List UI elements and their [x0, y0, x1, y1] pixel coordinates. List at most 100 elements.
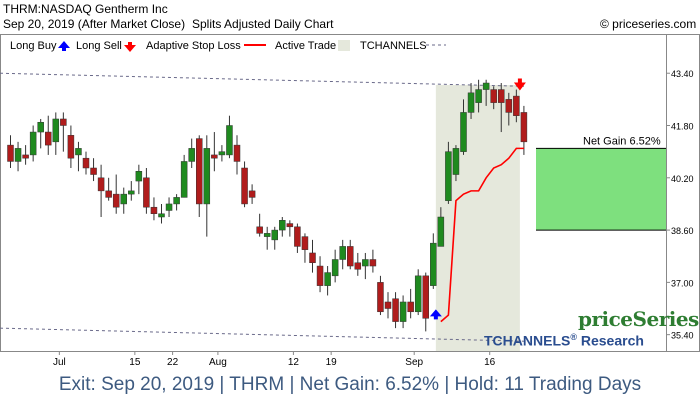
candle-body [105, 190, 112, 198]
chart-date: Sep 20, 2019 (After Market Close) [3, 17, 186, 31]
chart-description: Splits Adjusted Daily Chart [192, 17, 334, 31]
candle-body [430, 242, 437, 286]
candle-body [271, 229, 278, 241]
candle-body [475, 89, 482, 103]
footer-summary: Exit: Sep 20, 2019 | THRM | Net Gain: 6.… [0, 370, 700, 400]
buy-arrow-icon [429, 309, 442, 320]
candle-body [498, 89, 505, 103]
candlestick-chart: Net Gain 6.52% 43.40 41.80 40.20 38.60 37.00… [0, 34, 700, 368]
x-tick-label: 22 [167, 357, 179, 368]
candle-body [37, 121, 44, 133]
legend-sell-arrow-icon [124, 42, 136, 52]
candle-body [422, 275, 429, 319]
x-tick-label: Jul [53, 357, 66, 368]
x-axis-ticks: Jul 15 22 Aug 12 19 Sep 16 [53, 351, 496, 368]
candle-body [120, 193, 127, 205]
y-axis-ticks: 43.40 41.80 40.20 38.60 37.00 35.40 [666, 69, 694, 341]
candle-body [384, 301, 392, 309]
candle-body [218, 151, 226, 156]
legend-adaptive-stop: Adaptive Stop Loss [146, 40, 241, 52]
candle-body [143, 177, 150, 208]
active-trade-region [435, 85, 520, 351]
candle-body [248, 190, 256, 198]
candle-body [369, 259, 377, 267]
legend-active-trade: Active Trade [275, 40, 336, 52]
candle-body [52, 118, 60, 143]
y-tick-label: 40.20 [671, 174, 694, 184]
net-gain-label: Net Gain 6.52% [583, 135, 661, 147]
y-tick-label: 38.60 [671, 226, 694, 236]
candle-body [188, 148, 195, 162]
candle-body [324, 272, 331, 286]
symbol-title: THRM:NASDAQ Gentherm Inc [3, 2, 168, 16]
candle-body [233, 144, 241, 162]
candle-body [90, 167, 97, 175]
legend-long-sell: Long Sell [76, 40, 122, 52]
candle-body [513, 95, 520, 116]
candle-body [241, 167, 248, 205]
right-axis-frame [666, 34, 700, 352]
candle-body [354, 262, 362, 270]
candle-body [203, 148, 211, 205]
candle-body [45, 131, 52, 146]
x-tick-label: 16 [484, 357, 496, 368]
candle-body [362, 259, 369, 267]
candle-body [490, 89, 497, 103]
legend-tchannels: TCHANNELS [360, 40, 427, 52]
y-tick-label: 35.40 [671, 331, 694, 341]
candle-body [7, 144, 14, 162]
candle-body [316, 265, 324, 286]
candle-body [128, 190, 135, 195]
candle-body [460, 112, 467, 152]
research-watermark: TCHANNELS® Research [484, 332, 644, 349]
candle-body [97, 177, 105, 192]
candle-body [67, 135, 75, 159]
candle-body [135, 171, 143, 182]
candle-body [309, 252, 316, 264]
legend-buy-arrow-icon [58, 41, 70, 51]
brand-watermark: priceSeries [578, 307, 699, 331]
candle-body [173, 197, 180, 205]
candle-body [347, 246, 354, 267]
candle-body [452, 148, 460, 175]
candle-body [467, 92, 475, 113]
candle-body [150, 206, 158, 214]
candle-body [279, 220, 286, 231]
candle-body [226, 125, 233, 156]
candle-body [165, 203, 173, 211]
candle-body [414, 275, 422, 313]
registered-mark: ® [570, 332, 577, 342]
candle-body [407, 301, 414, 313]
candle-body [22, 154, 29, 159]
candles-group [7, 79, 528, 332]
candle-body [286, 223, 294, 228]
x-tick-label: Sep [405, 357, 423, 368]
x-tick-label: 12 [288, 357, 300, 368]
candle-body [437, 216, 445, 247]
candle-body [392, 298, 399, 322]
research-suffix: Research [580, 332, 644, 349]
candle-body [520, 112, 528, 143]
candle-body [196, 138, 203, 205]
candle-body [158, 213, 165, 218]
candle-body [505, 99, 513, 113]
candle-body [256, 226, 263, 234]
candle-body [399, 301, 407, 322]
candle-body [112, 193, 120, 208]
adaptive-stop-loss-line [440, 147, 524, 323]
research-prefix: TCHANNELS [484, 332, 571, 349]
candle-body [445, 151, 452, 201]
candle-body [211, 154, 218, 159]
candle-body [29, 131, 37, 156]
candle-body [60, 118, 67, 126]
candle-body [377, 282, 384, 313]
candle-body [482, 82, 490, 90]
candle-body [294, 226, 301, 247]
x-tick-label: Aug [209, 357, 227, 368]
candle-body [339, 246, 346, 260]
y-tick-label: 43.40 [671, 69, 694, 79]
copyright: © priceseries.com [600, 17, 697, 31]
legend-active-swatch [338, 40, 350, 51]
x-tick-label: 19 [326, 357, 338, 368]
candle-body [180, 161, 188, 198]
